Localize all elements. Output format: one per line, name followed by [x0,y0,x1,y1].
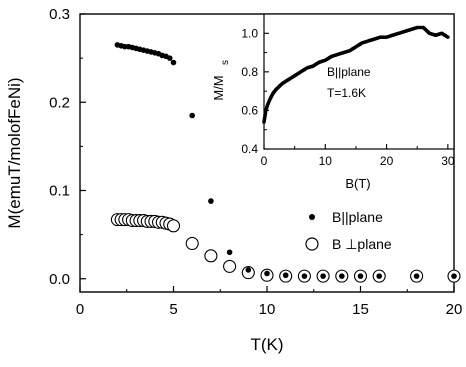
main-point-b-parallel [189,112,195,119]
main-point-b-parallel [226,249,233,256]
main-x-tick-label: 10 [259,301,276,318]
main-point-b-parallel [451,273,457,279]
main-x-axis-label: T(K) [250,335,283,354]
inset-x-tick-label: 0 [261,154,268,168]
main-x-tick-label: 5 [169,301,177,318]
inset-annotation-field-orientation: B||plane [327,65,371,79]
main-y-tick-label: 0.3 [49,6,70,23]
inset-x-tick-label: 10 [319,154,333,168]
inset-y-tick-label: 0.6 [241,103,258,117]
main-point-b-parallel [208,198,214,204]
inset-x-axis-label: B(T) [345,176,370,191]
main-point-b-perpendicular [204,249,218,263]
inset-chart: 0 10 20 30 0.4 0.6 0.8 1.0 B(T) M/M s B||plane… [211,13,455,191]
main-point-b-parallel [245,267,252,273]
main-x-tick-label: 15 [352,301,369,318]
legend-marker-b-perpendicular [305,237,319,251]
main-point-b-perpendicular [166,219,181,233]
main-point-b-parallel [413,273,420,279]
legend-marker-b-parallel [309,214,315,220]
main-point-b-perpendicular [185,236,199,251]
main-data-points [110,42,461,283]
main-point-b-parallel [376,273,383,279]
main-y-tick-label: 0.1 [49,183,70,200]
legend: B||plane B ⊥plane [305,209,392,252]
main-y-tick-labels: 0.0 0.1 0.2 0.3 [49,6,70,288]
main-x-tick-labels: 0 5 10 15 20 [76,301,463,318]
inset-x-tick-label: 30 [441,154,455,168]
main-x-tick-label: 0 [76,301,84,318]
inset-y-axis-label: M/M [211,75,226,100]
inset-y-tick-label: 1.0 [241,26,258,40]
main-point-b-parallel [301,273,308,279]
inset-annotation-temperature: T=1.6K [327,86,366,100]
main-point-b-parallel [320,273,326,279]
main-point-b-parallel [264,270,270,277]
main-point-b-parallel [357,273,364,279]
main-point-b-perpendicular [223,259,237,273]
inset-y-axis-label-subscript: s [220,60,231,65]
main-axis-ticks [79,13,455,292]
inset-point [446,35,450,39]
inset-y-tick-label: 0.4 [241,142,258,156]
main-point-b-parallel [170,59,177,66]
legend-label-b-perpendicular: B ⊥plane [332,236,392,252]
main-y-axis-label: M(emuT/molofFeNi) [5,77,24,228]
main-point-b-parallel [339,273,345,279]
main-y-tick-label: 0.2 [49,94,70,111]
main-y-tick-label: 0.0 [49,271,70,288]
main-point-b-parallel [282,272,289,279]
main-x-tick-label: 20 [446,301,463,318]
inset-y-tick-label: 0.8 [241,65,258,79]
main-point-b-parallel [166,55,173,61]
legend-label-b-parallel: B||plane [332,209,383,225]
inset-x-tick-labels: 0 10 20 30 [261,154,455,168]
inset-background [264,14,454,149]
inset-x-tick-label: 20 [380,154,394,168]
inset-y-tick-labels: 0.4 0.6 0.8 1.0 [241,26,258,156]
inset-y-axis-label-group: M/M s [211,60,231,101]
inset-data-points [262,25,450,124]
inset-plot-frame [263,13,455,150]
